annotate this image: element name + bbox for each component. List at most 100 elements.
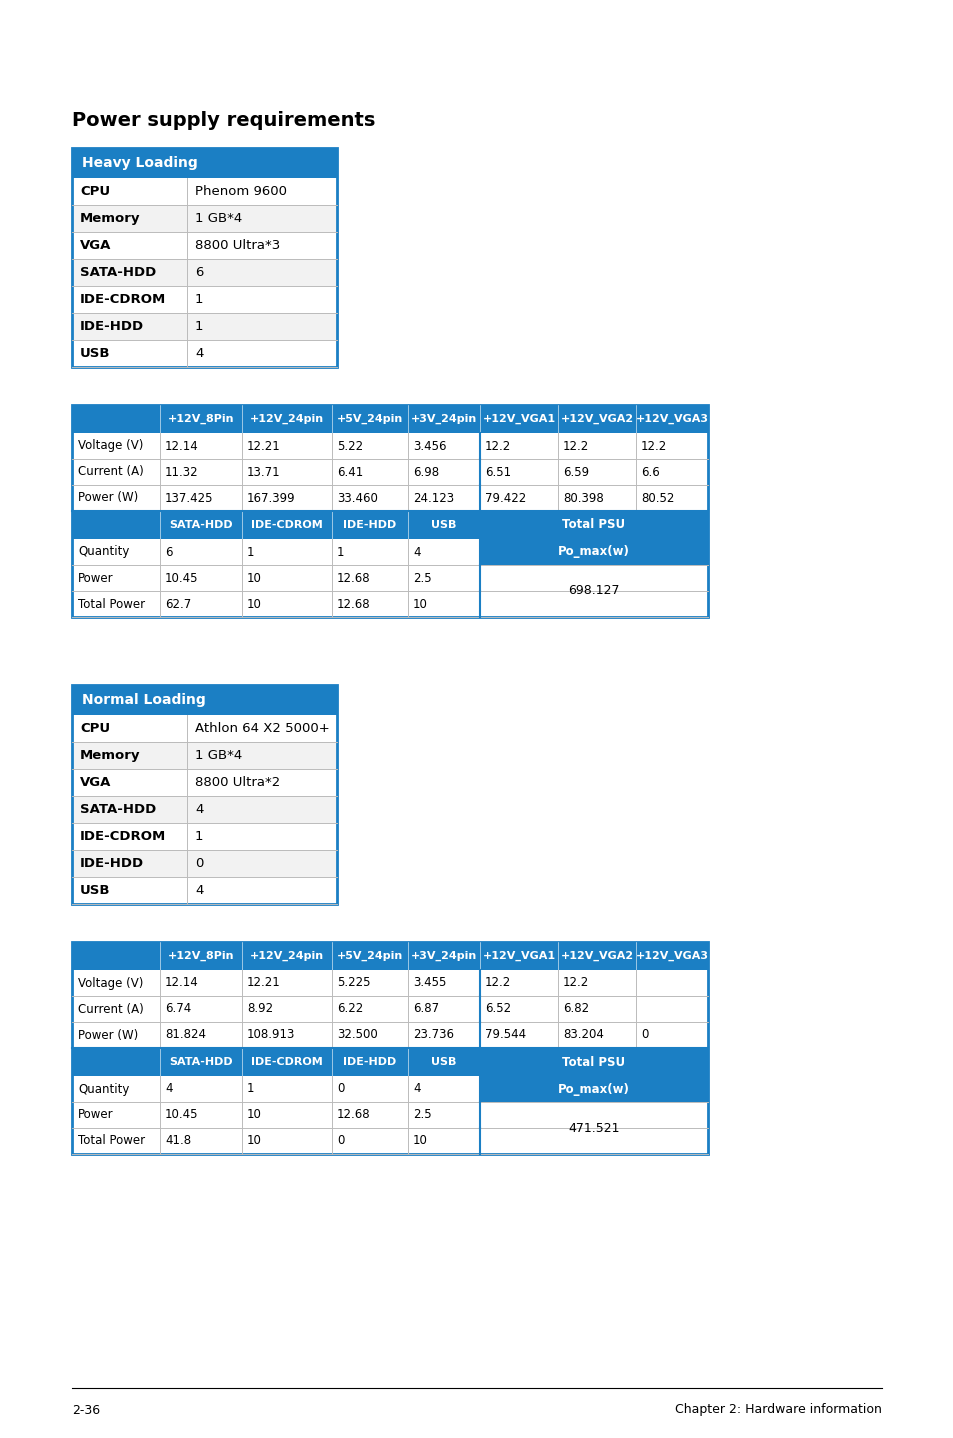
Text: 6.82: 6.82 bbox=[562, 1002, 589, 1015]
Text: CPU: CPU bbox=[80, 186, 110, 198]
Text: +12V_8Pin: +12V_8Pin bbox=[168, 414, 234, 424]
Bar bbox=[71, 259, 336, 286]
Text: Voltage (V): Voltage (V) bbox=[78, 976, 143, 989]
Bar bbox=[71, 1076, 479, 1102]
Text: IDE-CDROM: IDE-CDROM bbox=[80, 830, 166, 843]
Text: 10: 10 bbox=[247, 1109, 262, 1122]
Text: SATA-HDD: SATA-HDD bbox=[80, 802, 156, 815]
Text: IDE-HDD: IDE-HDD bbox=[80, 321, 144, 334]
Text: Po_max(w): Po_max(w) bbox=[558, 545, 629, 558]
Text: Power: Power bbox=[78, 1109, 113, 1122]
Bar bbox=[71, 823, 336, 850]
Text: Phenom 9600: Phenom 9600 bbox=[194, 186, 287, 198]
Text: 6.51: 6.51 bbox=[484, 466, 511, 479]
Text: Power (W): Power (W) bbox=[78, 1028, 138, 1041]
Bar bbox=[71, 684, 336, 905]
Bar bbox=[479, 1127, 707, 1155]
Bar bbox=[71, 684, 336, 715]
Text: Total PSU: Total PSU bbox=[562, 1055, 625, 1068]
Text: 5.22: 5.22 bbox=[336, 440, 363, 453]
Text: 1 GB*4: 1 GB*4 bbox=[194, 211, 242, 224]
Text: 10: 10 bbox=[413, 598, 428, 611]
Text: 1: 1 bbox=[194, 293, 203, 306]
Text: +3V_24pin: +3V_24pin bbox=[411, 414, 476, 424]
Text: 1: 1 bbox=[194, 321, 203, 334]
Text: 2.5: 2.5 bbox=[413, 571, 431, 584]
Text: 83.204: 83.204 bbox=[562, 1028, 603, 1041]
Text: 1: 1 bbox=[336, 545, 344, 558]
Bar bbox=[71, 769, 336, 797]
Text: 4: 4 bbox=[194, 347, 203, 360]
Text: Athlon 64 X2 5000+: Athlon 64 X2 5000+ bbox=[194, 722, 330, 735]
Text: 0: 0 bbox=[640, 1028, 648, 1041]
Bar bbox=[71, 877, 336, 905]
Bar bbox=[71, 1102, 479, 1127]
Text: 10.45: 10.45 bbox=[165, 571, 198, 584]
Text: +12V_VGA2: +12V_VGA2 bbox=[559, 414, 633, 424]
Text: IDE-CDROM: IDE-CDROM bbox=[251, 1057, 322, 1067]
Bar bbox=[71, 971, 707, 997]
Text: 698.127: 698.127 bbox=[568, 584, 619, 598]
Text: +12V_VGA1: +12V_VGA1 bbox=[482, 414, 555, 424]
Text: 0: 0 bbox=[336, 1135, 344, 1148]
Text: 12.2: 12.2 bbox=[640, 440, 666, 453]
Bar bbox=[71, 313, 336, 339]
Text: 6.52: 6.52 bbox=[484, 1002, 511, 1015]
Text: +12V_VGA1: +12V_VGA1 bbox=[482, 951, 555, 961]
Bar bbox=[71, 339, 336, 367]
Text: 0: 0 bbox=[336, 1083, 344, 1096]
Text: USB: USB bbox=[80, 884, 111, 897]
Text: 4: 4 bbox=[194, 884, 203, 897]
Text: +12V_24pin: +12V_24pin bbox=[250, 951, 324, 961]
Text: USB: USB bbox=[431, 521, 456, 531]
Text: +12V_VGA3: +12V_VGA3 bbox=[635, 414, 708, 424]
Text: CPU: CPU bbox=[80, 722, 110, 735]
Bar bbox=[479, 565, 707, 591]
Text: +5V_24pin: +5V_24pin bbox=[336, 414, 403, 424]
Text: VGA: VGA bbox=[80, 239, 112, 252]
Text: 3.456: 3.456 bbox=[413, 440, 446, 453]
Text: 79.422: 79.422 bbox=[484, 492, 526, 505]
Text: 1: 1 bbox=[194, 830, 203, 843]
Text: Heavy Loading: Heavy Loading bbox=[82, 155, 197, 170]
Text: +12V_8Pin: +12V_8Pin bbox=[168, 951, 234, 961]
Text: +3V_24pin: +3V_24pin bbox=[411, 951, 476, 961]
Bar bbox=[479, 591, 707, 617]
Text: 8.92: 8.92 bbox=[247, 1002, 273, 1015]
Text: 137.425: 137.425 bbox=[165, 492, 213, 505]
Text: 10: 10 bbox=[247, 1135, 262, 1148]
Bar bbox=[71, 206, 336, 232]
Text: Current (A): Current (A) bbox=[78, 1002, 144, 1015]
Text: Memory: Memory bbox=[80, 211, 140, 224]
Text: 5.225: 5.225 bbox=[336, 976, 370, 989]
Text: 1: 1 bbox=[247, 1083, 254, 1096]
Text: Quantity: Quantity bbox=[78, 1083, 130, 1096]
Text: +12V_24pin: +12V_24pin bbox=[250, 414, 324, 424]
Text: 12.14: 12.14 bbox=[165, 440, 198, 453]
Text: 12.2: 12.2 bbox=[484, 440, 511, 453]
Text: Power: Power bbox=[78, 571, 113, 584]
Bar bbox=[71, 539, 479, 565]
Bar bbox=[71, 797, 336, 823]
Bar bbox=[71, 942, 707, 1155]
Bar bbox=[71, 1048, 479, 1076]
Bar bbox=[71, 485, 707, 510]
Text: 6.22: 6.22 bbox=[336, 1002, 363, 1015]
Text: Power supply requirements: Power supply requirements bbox=[71, 111, 375, 129]
Bar bbox=[71, 742, 336, 769]
Text: 12.2: 12.2 bbox=[562, 440, 589, 453]
Text: Memory: Memory bbox=[80, 749, 140, 762]
Text: 1 GB*4: 1 GB*4 bbox=[194, 749, 242, 762]
Text: Total Power: Total Power bbox=[78, 1135, 145, 1148]
Bar bbox=[479, 1048, 707, 1076]
Text: Chapter 2: Hardware information: Chapter 2: Hardware information bbox=[675, 1403, 882, 1416]
Bar bbox=[71, 591, 479, 617]
Text: +5V_24pin: +5V_24pin bbox=[336, 951, 403, 961]
Text: 6: 6 bbox=[165, 545, 172, 558]
Text: 167.399: 167.399 bbox=[247, 492, 295, 505]
Bar bbox=[479, 510, 707, 539]
Bar bbox=[71, 286, 336, 313]
Bar bbox=[479, 539, 707, 565]
Text: 3.455: 3.455 bbox=[413, 976, 446, 989]
Text: 2-36: 2-36 bbox=[71, 1403, 100, 1416]
